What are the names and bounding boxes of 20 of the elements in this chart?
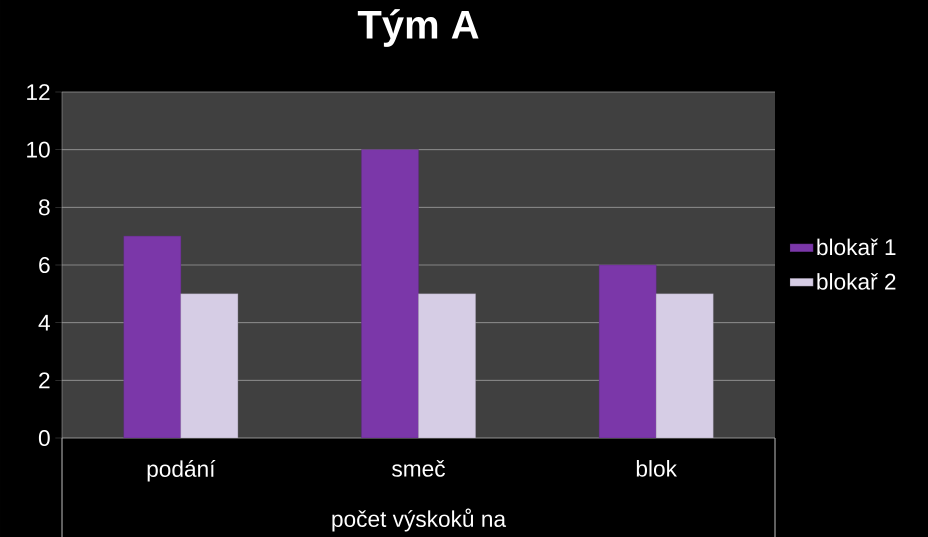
x-axis-title: počet výskoků na bbox=[332, 508, 506, 532]
y-tick-label: 4 bbox=[38, 314, 50, 330]
legend-label: blokař 1 bbox=[817, 238, 896, 256]
bar bbox=[418, 294, 476, 438]
x-tick-label: smeč bbox=[392, 460, 445, 477]
y-tick-label: 0 bbox=[38, 430, 50, 446]
bar bbox=[361, 149, 419, 438]
bar bbox=[180, 294, 238, 438]
bar bbox=[598, 264, 656, 438]
y-tick-label: 8 bbox=[39, 199, 50, 216]
chart-title: Tým A bbox=[358, 9, 479, 47]
x-tick-label: podání bbox=[148, 460, 216, 482]
y-tick-label: 6 bbox=[39, 256, 50, 274]
legend-label: blokař 2 bbox=[817, 273, 896, 290]
y-tick-label: 10 bbox=[27, 142, 50, 158]
bar bbox=[656, 294, 714, 438]
x-tick-label: blok bbox=[636, 460, 677, 477]
bar bbox=[124, 236, 182, 438]
y-tick-label: 12 bbox=[27, 84, 50, 100]
y-tick-label: 2 bbox=[39, 372, 50, 388]
